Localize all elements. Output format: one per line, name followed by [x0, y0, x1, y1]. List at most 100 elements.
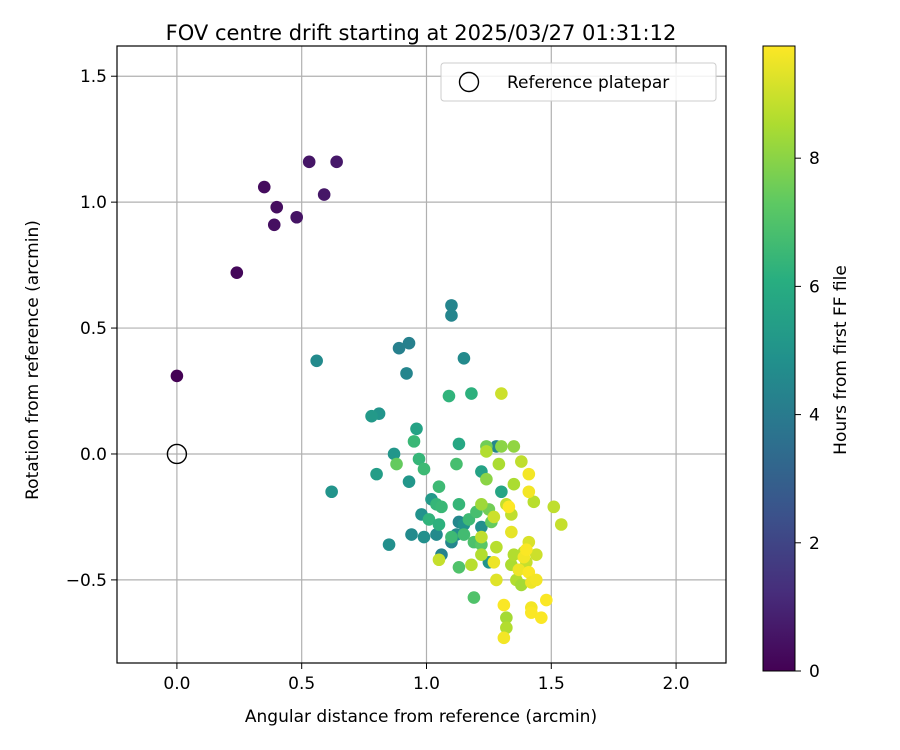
- data-point: [475, 530, 488, 544]
- data-point: [527, 495, 541, 509]
- data-point: [490, 573, 503, 587]
- data-point: [325, 485, 338, 499]
- data-point: [502, 500, 516, 514]
- data-point: [432, 553, 446, 567]
- data-point: [402, 336, 416, 350]
- x-tick-label: 1.0: [413, 674, 440, 694]
- y-tick-label: 0.5: [80, 319, 107, 339]
- data-point: [495, 440, 508, 453]
- data-point: [450, 457, 463, 471]
- y-tick-label: 0.0: [80, 445, 107, 465]
- colorbar-label: Hours from first FF file: [831, 265, 851, 455]
- data-point: [390, 457, 403, 471]
- x-tick-label: 0.5: [288, 674, 315, 694]
- colorbar-tick-label: 8: [809, 149, 820, 169]
- data-point: [465, 387, 478, 400]
- data-point: [430, 528, 443, 541]
- y-axis-label: Rotation from reference (arcmin): [23, 220, 43, 500]
- data-point: [445, 530, 458, 544]
- data-point: [330, 155, 343, 169]
- data-point: [452, 561, 466, 574]
- data-point: [492, 457, 506, 471]
- data-point: [530, 548, 543, 562]
- colorbar: 0 2 4 6 8 Hours from first FF file: [762, 45, 851, 682]
- reference-platepar-marker: [166, 443, 188, 465]
- data-point: [417, 530, 431, 544]
- data-point: [507, 548, 521, 562]
- data-point: [497, 598, 511, 612]
- legend-marker-reference: [458, 71, 480, 93]
- data-point: [522, 467, 536, 481]
- data-point: [310, 354, 323, 368]
- colorbar-gradient: [762, 45, 796, 672]
- data-point: [507, 477, 521, 491]
- data-point: [515, 578, 528, 592]
- data-point: [452, 498, 466, 511]
- data-point: [407, 435, 421, 448]
- data-point: [495, 387, 508, 400]
- data-point: [230, 266, 244, 279]
- data-point: [495, 485, 508, 499]
- data-point: [317, 188, 331, 201]
- y-axis-ticks: −0.5 0.0 0.5 1.0 1.5: [66, 67, 117, 591]
- data-point: [525, 606, 538, 619]
- data-point: [522, 485, 536, 499]
- data-point: [475, 520, 488, 534]
- data-point: [370, 467, 383, 481]
- colorbar-tick-label: 0: [809, 662, 820, 682]
- data-point: [480, 445, 493, 458]
- data-point: [302, 155, 316, 169]
- data-point: [382, 538, 396, 551]
- data-point: [392, 341, 406, 355]
- data-point: [432, 480, 446, 494]
- data-point: [515, 455, 528, 468]
- data-point: [547, 500, 561, 514]
- plot-frame: [116, 45, 727, 664]
- data-point: [505, 525, 518, 539]
- data-point: [467, 591, 481, 604]
- chart-title: FOV centre drift starting at 2025/03/27 …: [166, 21, 677, 45]
- x-tick-label: 1.5: [538, 674, 565, 694]
- data-point: [442, 389, 456, 403]
- legend-box: [440, 62, 717, 102]
- y-tick-label: 1.0: [80, 193, 107, 213]
- data-point: [290, 210, 304, 224]
- data-point: [457, 351, 471, 365]
- x-tick-label: 2.0: [663, 674, 690, 694]
- data-point: [465, 558, 478, 572]
- data-point: [267, 218, 281, 232]
- data-point: [412, 452, 426, 466]
- data-point: [435, 500, 448, 514]
- data-point: [500, 621, 513, 635]
- y-tick-label: −0.5: [66, 571, 107, 591]
- data-point: [270, 200, 284, 214]
- data-point: [170, 369, 184, 383]
- data-point: [475, 498, 488, 511]
- data-point: [497, 631, 511, 645]
- data-point: [445, 309, 458, 322]
- colorbar-tick-label: 4: [809, 406, 820, 426]
- data-point: [417, 462, 431, 476]
- data-point: [422, 513, 436, 526]
- data-point: [535, 611, 548, 624]
- reference-layer: [166, 443, 188, 465]
- data-point: [405, 528, 418, 541]
- data-points: [170, 155, 568, 645]
- data-point: [365, 409, 378, 423]
- data-point: [410, 422, 423, 436]
- colorbar-tick-label: 2: [809, 534, 820, 554]
- data-point: [500, 611, 513, 624]
- legend-label-reference: Reference platepar: [507, 73, 669, 93]
- data-point: [512, 563, 526, 577]
- data-point: [487, 510, 501, 524]
- x-axis-label: Angular distance from reference (arcmin): [245, 707, 597, 727]
- x-axis-ticks: 0.0 0.5 1.0 1.5 2.0: [163, 663, 690, 694]
- data-point: [554, 518, 568, 531]
- y-tick-label: 1.5: [80, 67, 107, 87]
- data-point: [530, 573, 543, 587]
- data-point: [507, 440, 521, 453]
- legend: Reference platepar: [440, 62, 717, 102]
- data-point: [539, 593, 553, 607]
